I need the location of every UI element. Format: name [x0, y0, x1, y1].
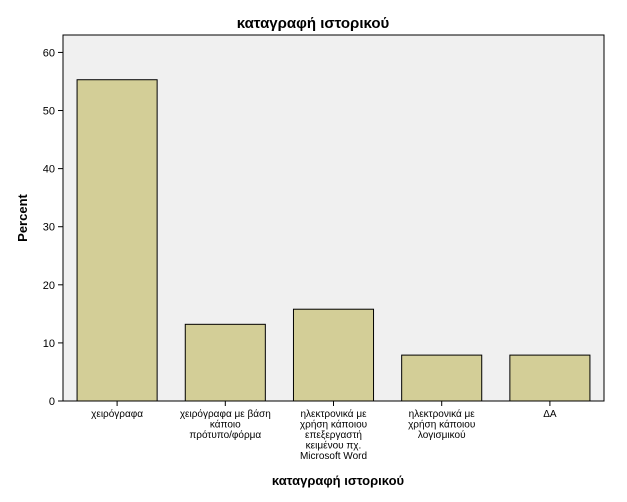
x-tick-label: ΔΑ: [543, 409, 557, 420]
x-tick-label: επεξεργαστή: [305, 429, 362, 441]
x-tick-label: πρότυπο/φόρμα: [189, 429, 261, 441]
bar: [76, 79, 158, 402]
x-tick-label: κειμένου πχ.: [306, 440, 362, 452]
chart-title: καταγραφή ιστορικού: [237, 15, 390, 32]
bar: [292, 308, 375, 402]
y-tick-label: 60: [43, 47, 55, 59]
bar: [184, 323, 266, 402]
y-axis-title: Percent: [15, 193, 30, 241]
y-axis: 0 10 20 30 40 50 60: [43, 47, 63, 408]
bar: [401, 354, 483, 402]
x-axis: χειρόγραφα χειρόγραφα με βάσηκάποιοπρότυπ…: [91, 401, 557, 462]
y-tick-label: 0: [49, 396, 55, 408]
y-tick-label: 10: [43, 338, 55, 350]
x-tick-label: κάποιο: [210, 419, 241, 431]
x-tick-label: χρήση κάποιου: [300, 419, 367, 431]
x-tick-label: ηλεκτρονικά με: [409, 408, 476, 420]
y-tick-label: 40: [43, 164, 55, 176]
x-tick-label: χειρόγραφα: [91, 408, 143, 420]
bars-group: [76, 79, 591, 402]
y-tick-label: 30: [43, 222, 55, 234]
x-tick-label: χειρόγραφα με βάση: [180, 408, 271, 420]
y-tick-label: 50: [43, 106, 55, 118]
y-tick-label: 20: [43, 280, 55, 292]
bar: [509, 354, 591, 402]
x-tick-label: λογισμικού: [418, 429, 466, 441]
x-axis-title: καταγραφή ιστορικού: [272, 473, 405, 488]
x-tick-label: Microsoft Word: [300, 451, 367, 462]
x-tick-label: ηλεκτρονικά με: [300, 408, 367, 420]
x-tick-label: χρήση κάποιου: [408, 419, 475, 431]
